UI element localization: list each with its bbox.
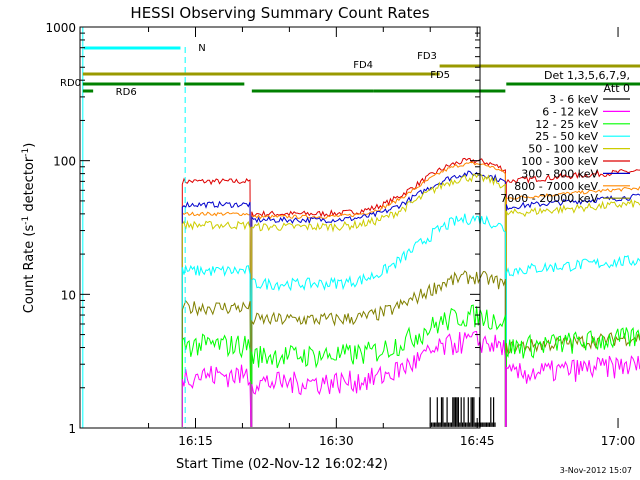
series-line bbox=[505, 355, 640, 427]
legend-label: 100 - 300 keV bbox=[521, 155, 598, 168]
y-tick-label: 10 bbox=[61, 288, 76, 302]
series-line bbox=[505, 255, 640, 427]
flag-layer: NSFD3FD4FD5RD0RD6 bbox=[60, 27, 640, 428]
flag-label: RD0 bbox=[60, 78, 81, 89]
legend-label: 300 - 800 keV bbox=[521, 167, 598, 180]
plot-layer bbox=[181, 157, 640, 427]
series-line bbox=[429, 397, 496, 427]
legend-label: 12 - 25 keV bbox=[535, 118, 598, 131]
legend-label: 6 - 12 keV bbox=[542, 105, 598, 118]
legend-label: 25 - 50 keV bbox=[535, 130, 598, 143]
plot-frame bbox=[79, 26, 481, 429]
series-line bbox=[505, 198, 640, 427]
series-line bbox=[181, 211, 252, 427]
series-line bbox=[181, 200, 252, 427]
flag-label: FD5 bbox=[430, 70, 450, 81]
legend-label: 3 - 6 keV bbox=[549, 93, 598, 106]
flag-label: FD4 bbox=[353, 60, 373, 71]
y-tick-label: 1000 bbox=[45, 21, 76, 35]
series-line bbox=[251, 170, 506, 427]
flag-label: RD6 bbox=[116, 87, 137, 98]
series-line bbox=[251, 270, 506, 427]
series-line bbox=[181, 364, 252, 427]
y-tick-label: 100 bbox=[53, 155, 76, 169]
series-line bbox=[505, 193, 640, 427]
series-line bbox=[251, 330, 506, 427]
chart-title: HESSI Observing Summary Count Rates bbox=[130, 4, 429, 22]
y-axis-label: Count Rate (s-1 detector-1) bbox=[21, 143, 37, 314]
flag-label: FD3 bbox=[417, 51, 437, 62]
x-tick-label: 16:30 bbox=[319, 434, 354, 448]
series-line bbox=[181, 219, 252, 427]
series-line bbox=[181, 177, 252, 427]
series-line bbox=[181, 264, 252, 427]
series-line bbox=[505, 326, 640, 427]
x-tick-label: 16:15 bbox=[178, 434, 213, 448]
y-tick-label: 1 bbox=[68, 422, 76, 436]
series-line bbox=[251, 173, 506, 427]
x-tick-label: 17:00 bbox=[601, 434, 636, 448]
series-line bbox=[181, 333, 252, 427]
series-line bbox=[505, 169, 640, 427]
x-tick-label: 16:45 bbox=[460, 434, 495, 448]
series-line bbox=[251, 213, 506, 427]
legend-label: 800 - 7000 keV bbox=[514, 180, 598, 193]
flag-label: N bbox=[198, 43, 205, 54]
legend-label: 7000 - 20000 keV bbox=[500, 192, 598, 205]
footer-date: 3-Nov-2012 15:07 bbox=[560, 466, 632, 475]
legend-header-1: Det 1,3,5,6,7,9, bbox=[544, 69, 630, 82]
series-line bbox=[251, 161, 506, 427]
series-line bbox=[251, 157, 506, 427]
series-line bbox=[251, 304, 506, 427]
series-line bbox=[505, 332, 640, 427]
x-axis-label: Start Time (02-Nov-12 16:02:42) bbox=[176, 457, 388, 472]
series-line bbox=[181, 299, 252, 427]
legend-label: 50 - 100 keV bbox=[528, 143, 598, 156]
series-line bbox=[505, 186, 640, 427]
legend-header-2: Att 0 bbox=[604, 82, 630, 95]
